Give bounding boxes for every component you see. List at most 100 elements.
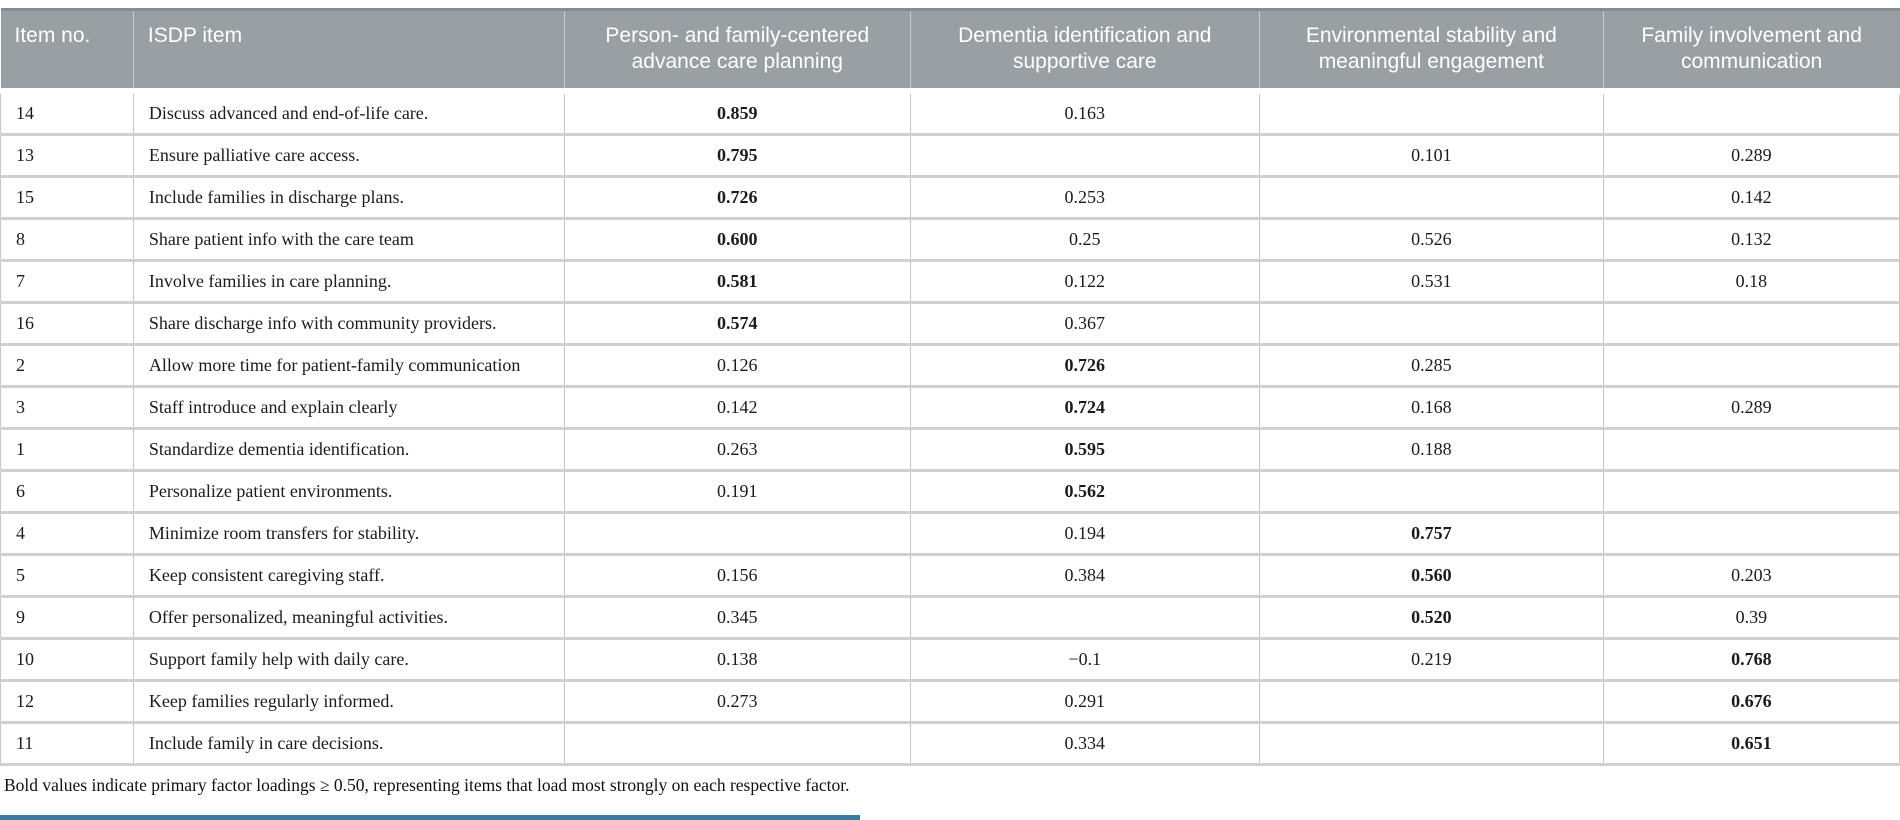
header-factor-family-involvement: Family involvement and communication [1602, 8, 1900, 95]
cell-factor-loading: 0.142 [1602, 175, 1900, 219]
cell-factor-loading [909, 133, 1261, 177]
cell-factor-loading: 0.122 [909, 259, 1261, 303]
table-row: 15 Include families in discharge plans. 0.… [0, 175, 1900, 219]
cell-isdp-item: Share discharge info with community prov… [132, 301, 565, 345]
header-factor-person-family-acp: Person- and family-centered advance care… [563, 8, 911, 95]
cell-isdp-item: Minimize room transfers for stability. [132, 511, 565, 555]
table-row: 13 Ensure palliative care access. 0.795 0.1… [0, 133, 1900, 177]
cell-factor-loading: 0.188 [1259, 427, 1604, 471]
cell-factor-loading [1259, 679, 1604, 723]
cell-isdp-item: Support family help with daily care. [132, 637, 565, 681]
cell-factor-loading: 0.285 [1259, 343, 1604, 387]
cell-factor-loading: 0.168 [1259, 385, 1604, 429]
cell-factor-loading [1259, 469, 1604, 513]
table-footnote: Bold values indicate primary factor load… [4, 775, 850, 796]
cell-isdp-item: Staff introduce and explain clearly [132, 385, 565, 429]
cell-item-no: 14 [0, 89, 134, 135]
header-factor-dementia-identification: Dementia identification and supportive c… [909, 8, 1260, 95]
page: Item no. ISDP item Person- and family-ce… [0, 8, 1900, 796]
table-row: 1 Standardize dementia identification. 0.2… [0, 427, 1900, 471]
cell-factor-loading [563, 721, 911, 767]
cell-factor-loading: 0.273 [563, 679, 911, 723]
table-header: Item no. ISDP item Person- and family-ce… [0, 8, 1900, 95]
table-row: 3 Staff introduce and explain clearly 0.14… [0, 385, 1900, 429]
cell-factor-loading [1602, 427, 1900, 471]
cell-factor-loading [1602, 511, 1900, 555]
cell-factor-loading [1259, 89, 1604, 135]
cell-isdp-item: Include family in care decisions. [132, 721, 565, 767]
table-body: 14 Discuss advanced and end-of-life care.… [0, 89, 1900, 767]
cell-factor-loading: 0.859 [563, 89, 911, 135]
cell-factor-loading: 0.367 [909, 301, 1261, 345]
cell-factor-loading [1602, 89, 1900, 135]
cell-factor-loading: 0.138 [563, 637, 911, 681]
cell-item-no: 8 [0, 217, 134, 261]
cell-factor-loading: 0.560 [1259, 553, 1604, 597]
cell-factor-loading: 0.574 [563, 301, 911, 345]
cell-factor-loading: 0.531 [1259, 259, 1604, 303]
cell-item-no: 5 [0, 553, 134, 597]
header-item-no: Item no. [0, 8, 134, 95]
cell-factor-loading: 0.345 [563, 595, 911, 639]
cell-factor-loading [1259, 175, 1604, 219]
cell-factor-loading: 0.334 [909, 721, 1261, 767]
cell-factor-loading [1259, 301, 1604, 345]
cell-factor-loading: 0.600 [563, 217, 911, 261]
table-row: 2 Allow more time for patient-family comm… [0, 343, 1900, 387]
factor-loadings-table: Item no. ISDP item Person- and family-ce… [0, 8, 1900, 767]
cell-isdp-item: Ensure palliative care access. [132, 133, 565, 177]
cell-factor-loading: 0.163 [909, 89, 1261, 135]
cell-item-no: 1 [0, 427, 134, 471]
table-row: 7 Involve families in care planning. 0.581… [0, 259, 1900, 303]
table-row: 10 Support family help with daily care. 0.… [0, 637, 1900, 681]
cell-factor-loading [1602, 469, 1900, 513]
cell-factor-loading: 0.724 [909, 385, 1261, 429]
cell-factor-loading: 0.253 [909, 175, 1261, 219]
cell-isdp-item: Discuss advanced and end-of-life care. [132, 89, 565, 135]
cell-factor-loading: 0.194 [909, 511, 1261, 555]
cell-factor-loading: 0.384 [909, 553, 1261, 597]
cell-factor-loading: 0.142 [563, 385, 911, 429]
cell-factor-loading: 0.25 [909, 217, 1261, 261]
cell-isdp-item: Involve families in care planning. [132, 259, 565, 303]
cell-isdp-item: Keep families regularly informed. [132, 679, 565, 723]
cell-factor-loading: 0.595 [909, 427, 1261, 471]
header-factor-environmental-stability: Environmental stability and meaningful e… [1259, 8, 1604, 95]
cell-factor-loading [1602, 301, 1900, 345]
cell-factor-loading: 0.132 [1602, 217, 1900, 261]
cell-item-no: 2 [0, 343, 134, 387]
cell-factor-loading: 0.203 [1602, 553, 1900, 597]
table-row: 12 Keep families regularly informed. 0.273… [0, 679, 1900, 723]
cell-factor-loading: 0.191 [563, 469, 911, 513]
cell-factor-loading: 0.101 [1259, 133, 1604, 177]
table-row: 14 Discuss advanced and end-of-life care.… [0, 89, 1900, 135]
table-row: 16 Share discharge info with community pr… [0, 301, 1900, 345]
cell-item-no: 15 [0, 175, 134, 219]
bottom-accent-bar [0, 815, 860, 820]
cell-isdp-item: Personalize patient environments. [132, 469, 565, 513]
cell-factor-loading: −0.1 [909, 637, 1261, 681]
cell-factor-loading: 0.289 [1602, 385, 1900, 429]
cell-factor-loading: 0.39 [1602, 595, 1900, 639]
table-row: 8 Share patient info with the care team 0.… [0, 217, 1900, 261]
cell-factor-loading: 0.795 [563, 133, 911, 177]
cell-isdp-item: Keep consistent caregiving staff. [132, 553, 565, 597]
cell-isdp-item: Include families in discharge plans. [132, 175, 565, 219]
cell-item-no: 4 [0, 511, 134, 555]
cell-factor-loading: 0.126 [563, 343, 911, 387]
cell-isdp-item: Share patient info with the care team [132, 217, 565, 261]
cell-factor-loading [1259, 721, 1604, 767]
cell-isdp-item: Allow more time for patient-family commu… [132, 343, 565, 387]
cell-factor-loading [563, 511, 911, 555]
cell-factor-loading: 0.263 [563, 427, 911, 471]
cell-item-no: 10 [0, 637, 134, 681]
cell-factor-loading: 0.651 [1602, 721, 1900, 767]
cell-factor-loading: 0.562 [909, 469, 1261, 513]
header-isdp-item: ISDP item [132, 8, 565, 95]
table-row: 11 Include family in care decisions. 0.334… [0, 721, 1900, 767]
cell-factor-loading: 0.526 [1259, 217, 1604, 261]
cell-item-no: 9 [0, 595, 134, 639]
cell-isdp-item: Standardize dementia identification. [132, 427, 565, 471]
table-row: 6 Personalize patient environments. 0.191 0… [0, 469, 1900, 513]
table-row: 5 Keep consistent caregiving staff. 0.156 0… [0, 553, 1900, 597]
